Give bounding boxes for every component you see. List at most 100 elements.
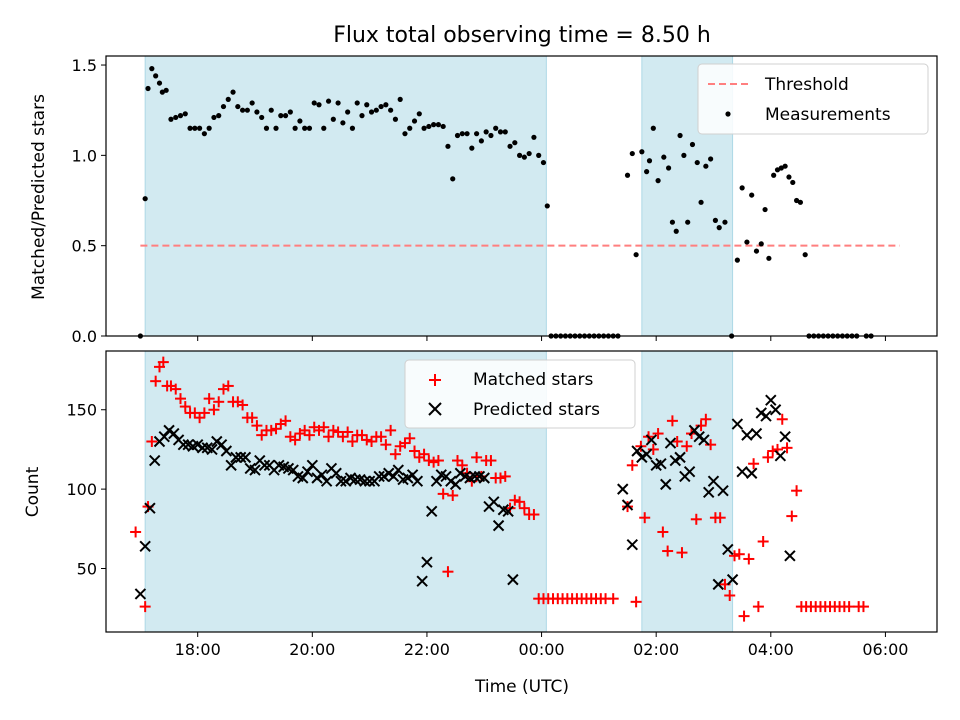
matched-stars-point [657,526,669,538]
measurement-point [216,113,222,119]
predicted-stars-point [373,470,385,483]
predicted-stars-point [177,438,190,451]
measurement-point [349,125,356,131]
predicted-stars-point [712,578,724,591]
measurement-point [782,163,788,169]
measurement-point [629,150,635,157]
predicted-stars-point [139,540,151,552]
matched-stars-point [299,424,311,436]
matched-stars-point [246,412,258,424]
measurement-point [273,125,279,131]
measurement-point [220,103,227,110]
matched-stars-point [700,413,712,425]
measurement-point [244,107,250,113]
measurement-point [397,96,403,102]
measurement-point [225,96,231,102]
measurement-point [359,113,365,119]
matched-stars-point [662,545,674,557]
measurement-point [488,132,494,139]
predicted-stars-point [492,519,505,532]
measurement-point [624,172,631,178]
matched-stars-point [203,393,215,405]
measurement-point [744,239,750,245]
matched-stars-point [213,396,225,408]
measurement-point [321,125,327,131]
measurement-point [311,100,317,106]
matched-stars-point [157,356,169,368]
predicted-stars-point [750,427,763,440]
y-tick-label: 150 [66,401,97,420]
predicted-stars-point [683,465,696,478]
predicted-stars-point [736,465,748,478]
matched-stars-point [179,401,191,413]
matched-stars-point [170,383,182,395]
measurement-point [249,100,255,106]
measurement-point [297,118,303,124]
measurement-point [388,107,394,113]
matched-stars-point [346,435,358,447]
y-tick-label: 0.5 [72,237,97,256]
x-tick-label: 22:00 [404,640,450,659]
measurement-point [440,123,446,130]
matched-stars-point [175,393,187,405]
ratio-y-axis-label: Matched/Predicted stars [29,94,49,300]
measurement-point [536,152,542,158]
measurement-point [142,196,148,202]
x-tick-label: 06:00 [862,640,908,659]
matched-stars-point [622,501,634,513]
legend-predicted-swatch [428,402,442,416]
matched-stars-point [843,601,855,613]
measurement-point [149,66,155,72]
predicted-stars-point [726,573,739,586]
measurement-point [302,125,308,131]
matched-stars-point [695,420,707,432]
measurement-point [459,131,465,137]
measurement-point [435,122,441,128]
measurement-point [278,113,284,119]
shaded-region [641,350,734,633]
predicted-stars-point [769,404,782,416]
matched-stars-point [776,413,788,425]
measurement-point [407,125,413,131]
predicted-stars-point [765,394,777,406]
predicted-stars-point [626,538,639,551]
predicted-stars-point [760,410,772,422]
measurement-point [633,252,639,258]
predicted-stars-point [411,475,424,487]
matched-stars-point [509,494,521,506]
predicted-stars-point [387,470,400,483]
measurement-point [758,241,764,247]
matched-stars-point [738,610,750,622]
x-tick-label: 20:00 [289,640,335,659]
measurement-point [187,125,193,131]
predicted-stars-point [320,475,333,487]
y-tick-label: 1.0 [72,146,97,165]
matched-stars-point [471,451,483,463]
matched-stars-point [327,424,339,436]
matched-stars-point [452,455,464,467]
x-tick-label: 02:00 [633,640,679,659]
matched-stars-point [323,431,335,443]
measurement-point [497,129,504,135]
predicted-stars-point [707,475,720,487]
measurement-point [201,131,207,137]
y-tick-label: 0.0 [72,327,97,346]
measurement-point [421,125,427,131]
predicted-stars-point [745,467,758,479]
matched-stars-point [705,439,717,451]
matched-stars-point [389,448,401,460]
predicted-stars-point [717,484,729,497]
matched-stars-point [432,455,444,467]
chart-title: Flux total observing time = 8.50 h [333,23,711,48]
x-tick-label: 18:00 [175,640,221,659]
measurement-point [206,125,212,131]
matched-stars-point [485,455,497,467]
predicted-stars-point [621,499,634,511]
matched-stars-point [714,512,726,524]
measurement-point [156,80,163,86]
predicted-stars-point [144,502,156,514]
matched-stars-point [356,429,368,441]
measurement-point [526,150,532,157]
measurement-point [197,125,203,131]
